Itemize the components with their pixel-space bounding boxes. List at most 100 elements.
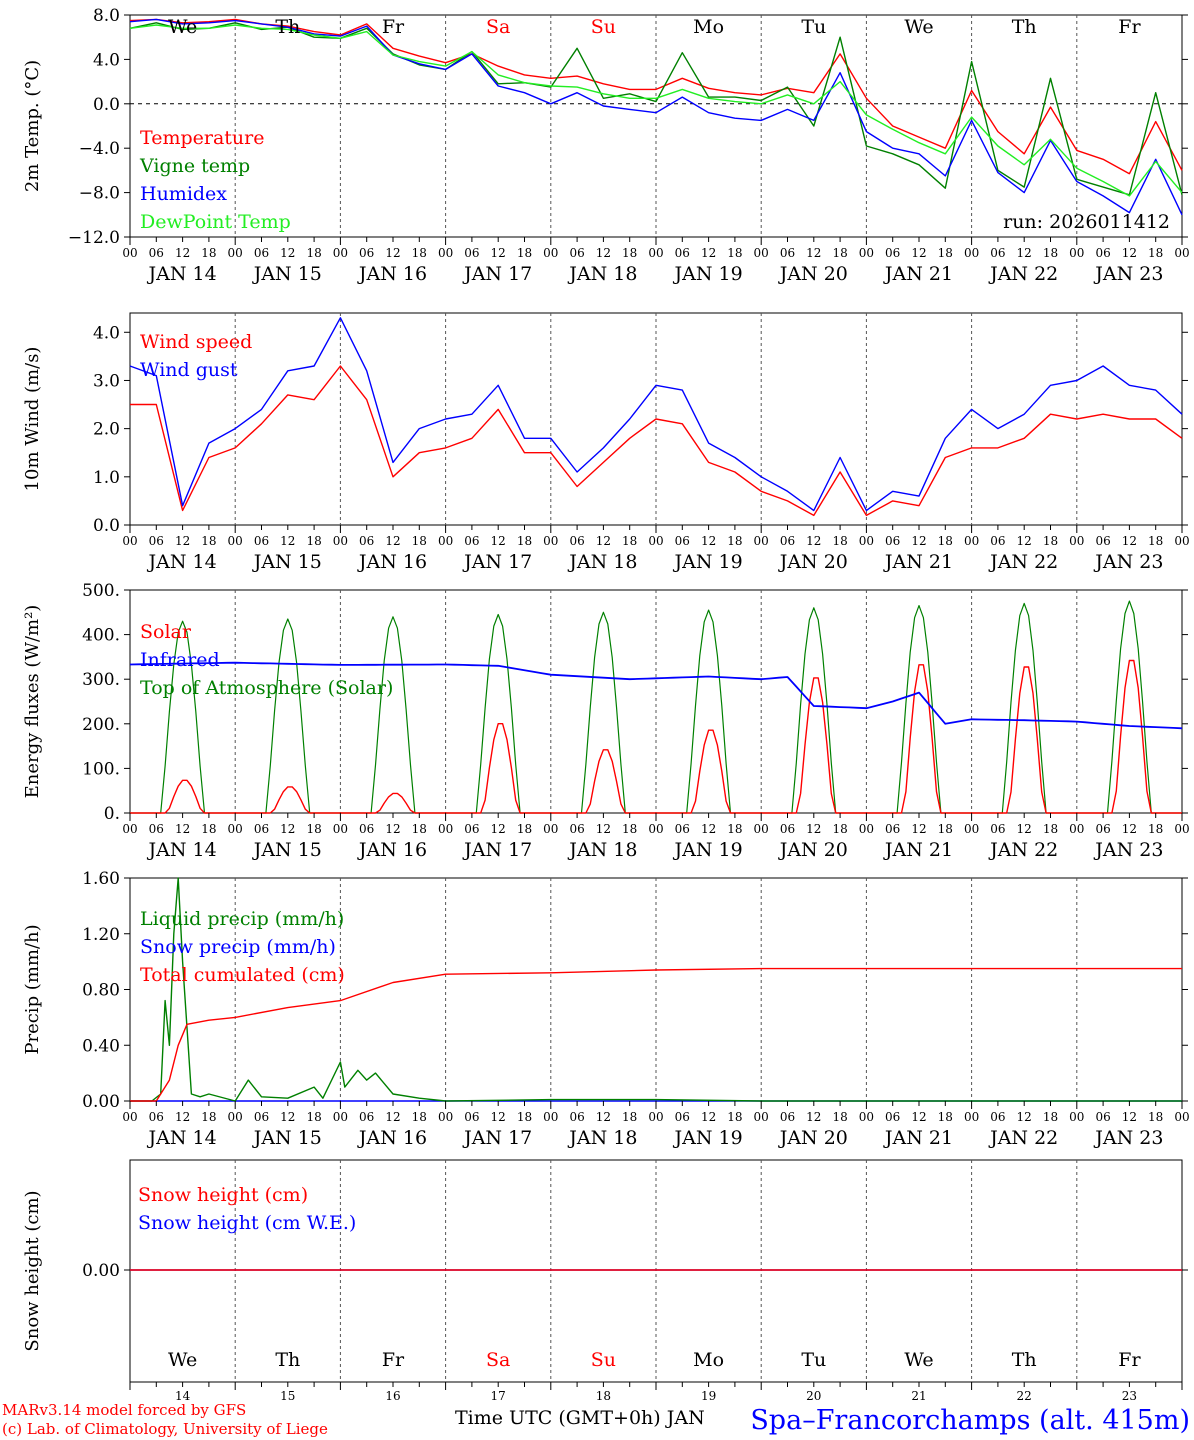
hour-tick-label: 00 [438, 822, 453, 836]
hour-tick-label: 06 [254, 822, 269, 836]
day-label: JAN 22 [988, 551, 1058, 573]
hour-tick-label: 12 [491, 534, 506, 548]
hour-tick-label: 06 [569, 534, 584, 548]
day-label: JAN 18 [567, 551, 637, 573]
hour-tick-label: 12 [701, 246, 716, 260]
hour-tick-label: 18 [938, 1110, 953, 1124]
series-total-cumulated-cm- [130, 967, 1182, 1102]
day-label: JAN 17 [462, 263, 532, 285]
day-label: JAN 21 [883, 1127, 953, 1149]
hour-tick-label: 06 [675, 822, 690, 836]
hour-tick-label: 00 [1174, 822, 1189, 836]
hour-tick-label: 00 [964, 1110, 979, 1124]
legend-item: Solar [140, 621, 192, 643]
day-label: JAN 21 [883, 263, 953, 285]
weekday-label: Mo [693, 16, 724, 38]
legend-item: Snow height (cm) [138, 1184, 308, 1206]
hour-tick-label: 12 [175, 1110, 190, 1124]
hour-tick-label: 18 [622, 822, 637, 836]
hour-tick-label: 06 [569, 246, 584, 260]
hour-tick-label: 06 [885, 1110, 900, 1124]
y-axis-label: Snow height (cm) [22, 1190, 43, 1351]
hour-tick-label: 06 [990, 1110, 1005, 1124]
hour-tick-label: 06 [359, 1110, 374, 1124]
hour-tick-label: 18 [1043, 246, 1058, 260]
hour-tick-label: 12 [1017, 822, 1032, 836]
hour-tick-label: 00 [859, 246, 874, 260]
hour-tick-label: 12 [911, 534, 926, 548]
y-axis-label: 10m Wind (m/s) [22, 347, 43, 492]
y-tick-label: 0. [104, 804, 120, 824]
hour-tick-label: 06 [990, 534, 1005, 548]
weekday-label: Su [591, 1349, 616, 1371]
hour-tick-label: 06 [359, 246, 374, 260]
day-label: JAN 21 [883, 839, 953, 861]
y-tick-label: 3.0 [93, 371, 120, 391]
hour-tick-label: 18 [517, 1110, 532, 1124]
day-label: JAN 22 [988, 839, 1058, 861]
y-tick-label: 1.60 [82, 869, 120, 889]
weekday-label: Fr [382, 1349, 405, 1371]
hour-tick-label: 18 [938, 534, 953, 548]
hour-tick-label: 06 [1095, 1110, 1110, 1124]
y-tick-label: 0.00 [82, 1261, 120, 1281]
hour-tick-label: 18 [517, 534, 532, 548]
hour-tick-label: 00 [543, 1110, 558, 1124]
y-tick-label: 0.0 [93, 516, 120, 536]
day-label: JAN 16 [357, 839, 427, 861]
series-vigne-temp [129, 22, 1183, 196]
day-number-label: 14 [175, 1389, 191, 1403]
hour-tick-label: 00 [648, 822, 663, 836]
hour-tick-label: 00 [1174, 1110, 1189, 1124]
hour-tick-label: 12 [1122, 246, 1137, 260]
hour-tick-label: 00 [543, 246, 558, 260]
y-tick-label: −8.0 [79, 184, 120, 204]
weekday-label: Fr [1118, 16, 1141, 38]
hour-tick-label: 18 [412, 822, 427, 836]
hour-tick-label: 12 [806, 822, 821, 836]
hour-tick-label: 06 [464, 1110, 479, 1124]
hour-tick-label: 00 [122, 822, 137, 836]
hour-tick-label: 12 [175, 534, 190, 548]
hour-tick-label: 18 [727, 534, 742, 548]
hour-tick-label: 06 [1095, 246, 1110, 260]
hour-tick-label: 12 [491, 1110, 506, 1124]
hour-tick-label: 12 [596, 534, 611, 548]
hour-tick-label: 18 [938, 246, 953, 260]
y-axis-label: Precip (mm/h) [22, 924, 43, 1054]
hour-tick-label: 00 [122, 246, 137, 260]
series-wind-gust [129, 317, 1183, 512]
hour-tick-label: 18 [1043, 1110, 1058, 1124]
hour-tick-label: 12 [280, 822, 295, 836]
legend-item: Humidex [140, 183, 227, 205]
hour-tick-label: 00 [333, 246, 348, 260]
hour-tick-label: 00 [648, 1110, 663, 1124]
hour-tick-label: 06 [149, 534, 164, 548]
y-tick-label: 200. [82, 715, 120, 735]
hour-tick-label: 12 [911, 1110, 926, 1124]
hour-tick-label: 00 [122, 534, 137, 548]
hour-tick-label: 06 [569, 1110, 584, 1124]
hour-tick-label: 12 [806, 534, 821, 548]
hour-tick-label: 18 [412, 1110, 427, 1124]
weekday-label: Fr [1118, 1349, 1141, 1371]
hour-tick-label: 12 [806, 1110, 821, 1124]
legend-item: Top of Atmosphere (Solar) [140, 677, 393, 699]
hour-tick-label: 18 [622, 246, 637, 260]
y-tick-label: 300. [82, 670, 120, 690]
hour-tick-label: 06 [464, 534, 479, 548]
hour-tick-label: 00 [543, 534, 558, 548]
hour-tick-label: 12 [806, 246, 821, 260]
legend-item: Temperature [140, 127, 264, 149]
y-tick-label: 400. [82, 626, 120, 646]
day-label: JAN 16 [357, 551, 427, 573]
wind-panel: Wind speed Wind gust 4.0 3.0 2.0 1.0 0.0 10m Wi… [22, 312, 1190, 573]
day-label: JAN 23 [1093, 551, 1163, 573]
series-infrared [129, 661, 1183, 730]
hour-tick-label: 00 [754, 1110, 769, 1124]
day-label: JAN 20 [778, 839, 848, 861]
hour-tick-label: 18 [1148, 822, 1163, 836]
hour-tick-label: 18 [1043, 822, 1058, 836]
hour-tick-label: 12 [1122, 1110, 1137, 1124]
weekday-label: We [904, 16, 933, 38]
